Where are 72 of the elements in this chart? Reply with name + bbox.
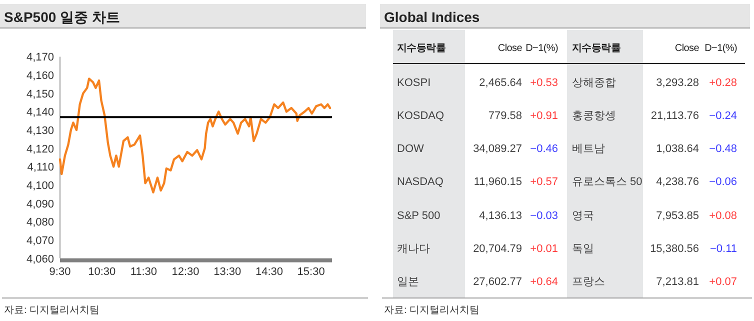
x-tick-label: 14:30 <box>255 266 283 278</box>
text: 21,113.76 <box>650 110 699 122</box>
text: 베트남 <box>572 143 605 155</box>
text: 20,704.79 <box>473 243 522 255</box>
text: −0.06 <box>709 176 737 188</box>
text: 독일 <box>572 243 594 255</box>
text: +0.08 <box>709 210 737 222</box>
text: +0.28 <box>709 77 737 89</box>
text: 유로스톡스 50 <box>572 176 642 188</box>
text: KOSPI <box>397 77 431 89</box>
text: 영국 <box>572 210 594 222</box>
text: +0.01 <box>530 243 558 255</box>
text: +0.53 <box>530 77 558 89</box>
x-tick-label: 11:30 <box>130 266 158 278</box>
text: 지수등락률 <box>572 43 621 54</box>
text: −0.46 <box>530 143 558 155</box>
text: 15,380.56 <box>650 243 699 255</box>
text: +0.64 <box>530 276 558 288</box>
text: Close <box>674 43 700 54</box>
y-tick-label: 4,170 <box>26 52 54 64</box>
text: +0.07 <box>709 276 737 288</box>
text: Global Indices <box>384 9 480 25</box>
y-tick-label: 4,080 <box>26 216 54 229</box>
text: NASDAQ <box>397 176 444 188</box>
y-tick-label: 4,110 <box>27 162 54 174</box>
y-tick-label: 4,060 <box>26 253 54 266</box>
text: 27,602.77 <box>473 276 522 288</box>
text: 7,953.85 <box>656 210 699 222</box>
y-tick-label: 4,120 <box>26 143 54 156</box>
x-tick-label: 9:30 <box>49 266 71 278</box>
text: 779.58 <box>488 110 522 122</box>
text: 상해종합 <box>572 77 616 89</box>
text: 캐나다 <box>397 243 430 255</box>
y-tick-label: 4,160 <box>26 70 54 82</box>
text: 일본 <box>397 276 419 288</box>
text: 4,136.13 <box>479 210 522 222</box>
text: −0.11 <box>710 243 737 255</box>
text: −0.03 <box>530 210 558 222</box>
text: 1,038.64 <box>656 143 699 155</box>
text: 11,960.15 <box>474 176 522 188</box>
text: KOSDAQ <box>397 110 445 122</box>
text: 7,213.81 <box>656 276 699 288</box>
text: 홍콩항셍 <box>572 110 616 122</box>
text: +0.91 <box>530 110 558 122</box>
text: D−1(%) <box>704 43 737 54</box>
x-tick-label: 15:30 <box>297 266 325 278</box>
text: 자료: 디지털리서치팀 <box>384 305 480 316</box>
text: D−1(%) <box>526 43 558 54</box>
chart-title: S&P500 일중 차트 <box>4 9 120 25</box>
text: 프랑스 <box>572 276 605 288</box>
text: 34,089.27 <box>473 143 522 155</box>
y-tick-label: 4,070 <box>26 234 54 247</box>
y-tick-label: 4,090 <box>26 198 54 210</box>
line-series <box>58 78 332 194</box>
y-tick-label: 4,130 <box>26 125 54 138</box>
text: S&P 500 <box>397 210 440 222</box>
x-tick-label: 13:30 <box>214 266 242 278</box>
y-tick-label: 4,140 <box>26 106 54 119</box>
text: DOW <box>397 143 424 155</box>
y-tick-label: 4,100 <box>26 180 54 192</box>
text: 2,465.64 <box>479 77 522 89</box>
text: 지수등락률 <box>397 43 446 54</box>
text: −0.48 <box>709 143 737 155</box>
text: −0.24 <box>709 110 737 122</box>
text: 자료: 디지털리서치팀 <box>4 305 100 316</box>
x-tick-label: 12:30 <box>172 266 200 278</box>
text: +0.57 <box>530 176 558 188</box>
text: 3,293.28 <box>656 77 699 89</box>
text: Close <box>498 43 523 54</box>
text: 4,238.76 <box>656 176 699 188</box>
y-tick-label: 4,150 <box>26 88 54 100</box>
x-tick-label: 10:30 <box>88 266 116 278</box>
